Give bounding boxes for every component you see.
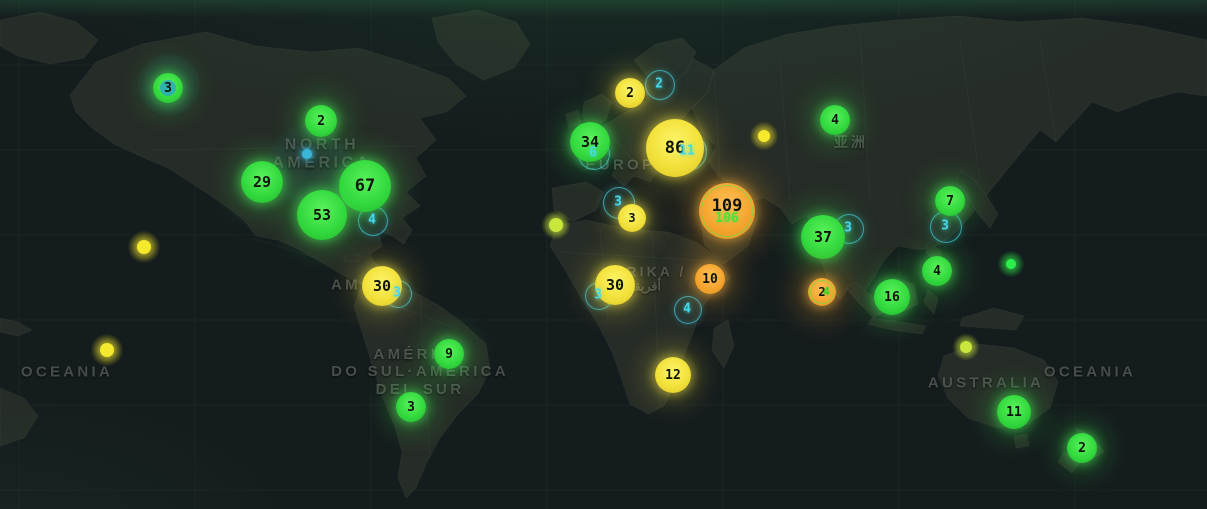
scan-ring-count: 3: [594, 287, 602, 303]
event-dot-core: [758, 130, 770, 142]
attack-count: 3: [407, 399, 415, 415]
attack-count: 30: [372, 276, 392, 295]
event-dot-marker[interactable]: [300, 147, 314, 161]
event-dot-marker[interactable]: [750, 122, 778, 150]
attack-bubble-marker[interactable]: 30: [595, 265, 635, 305]
attack-count: 53: [312, 205, 332, 224]
event-dot-marker[interactable]: [91, 334, 123, 366]
attack-bubble-marker[interactable]: 53: [297, 190, 347, 240]
bubble-inner-dot: [160, 80, 176, 96]
region-label-text: 亚洲: [833, 133, 869, 150]
attack-bubble-marker[interactable]: 10: [695, 264, 725, 294]
attack-bubble-marker[interactable]: 2: [305, 105, 337, 137]
attack-count: 16: [884, 289, 900, 305]
attack-count: 2: [626, 85, 634, 101]
attack-count: 11: [1006, 404, 1022, 420]
attack-count: 9: [445, 346, 453, 362]
attack-bubble-marker[interactable]: 4: [820, 105, 850, 135]
attack-bubble-marker[interactable]: 30: [362, 266, 402, 306]
attack-bubble-marker[interactable]: 16: [874, 279, 910, 315]
scan-ring-count: 4: [368, 212, 376, 228]
event-dot-core: [549, 218, 563, 232]
event-dot-core: [302, 149, 312, 159]
attack-bubble-marker[interactable]: 2: [615, 78, 645, 108]
event-dot-marker[interactable]: [128, 231, 160, 263]
attack-count: 30: [605, 275, 625, 294]
attack-count-secondary: 106: [715, 210, 739, 226]
region-label-text: DO SUL·AMERICA: [331, 363, 509, 381]
region-label-text: NORTH: [284, 136, 360, 154]
scan-ring-count: 3: [844, 220, 852, 236]
attack-count: 2: [1078, 440, 1086, 456]
attack-bubble-marker[interactable]: 2: [1067, 433, 1097, 463]
attack-count: 29: [252, 172, 272, 191]
event-dot-marker[interactable]: [998, 251, 1024, 277]
scan-ring-count: 2: [655, 76, 663, 92]
event-dot-marker[interactable]: [542, 211, 570, 239]
event-dot-marker[interactable]: [953, 334, 979, 360]
scan-ring-count: 3: [614, 194, 622, 210]
region-label-oceania-right: OCEANIA: [1044, 363, 1136, 380]
region-label-text: OCEANIA: [20, 363, 114, 381]
attack-bubble-marker[interactable]: 4: [922, 256, 952, 286]
attack-bubble-marker[interactable]: 29: [241, 161, 283, 203]
attack-bubble-marker[interactable]: 7: [935, 186, 965, 216]
attack-count: 34: [580, 132, 600, 151]
scan-ring-count: 11: [679, 143, 695, 159]
region-label-text: AM: [331, 276, 361, 294]
scan-ring-count: 6: [589, 145, 597, 161]
attack-bubble-marker[interactable]: 34: [570, 122, 610, 162]
region-label-text: OCEANIA: [1043, 363, 1137, 381]
attack-bubble-marker[interactable]: 9: [434, 339, 464, 369]
attack-count: 109: [711, 195, 743, 216]
attack-bubble-marker[interactable]: 3: [153, 73, 183, 103]
region-label-text: DEL SUR: [375, 380, 465, 398]
region-label-asia-cn: 亚洲: [834, 134, 868, 150]
attack-count: 2: [818, 285, 826, 299]
attack-count: 12: [665, 367, 681, 383]
attack-count: 4: [933, 263, 941, 279]
event-dot-core: [1006, 259, 1016, 269]
event-dot-core: [100, 343, 114, 357]
attack-count: 3: [164, 80, 172, 96]
region-label-text: AUSTRALIA: [927, 374, 1045, 392]
region-label-text: أفريقيا: [627, 279, 661, 294]
event-dot-core: [137, 240, 151, 254]
scan-ring-marker[interactable]: [645, 70, 675, 100]
attack-bubble-marker[interactable]: 11: [997, 395, 1031, 429]
attack-bubble-marker[interactable]: 67: [339, 160, 391, 212]
region-label-north-america: NORTH AMERICA: [272, 137, 371, 174]
attack-bubble-marker[interactable]: 37: [801, 215, 845, 259]
region-label-australia: AUSTRALIA: [928, 374, 1044, 391]
attack-count: 2: [317, 113, 325, 129]
region-label-america-partial: AM: [331, 276, 361, 293]
attack-bubble-marker[interactable]: 12: [655, 357, 691, 393]
attack-count: 4: [831, 112, 839, 128]
attack-bubble-marker[interactable]: 86: [646, 119, 704, 177]
region-label-oceania-left: OCEANIA: [21, 363, 113, 380]
attack-bubble-marker[interactable]: 3: [618, 204, 646, 232]
scan-ring-count: 3: [941, 218, 949, 234]
attack-count: 37: [813, 227, 833, 246]
attack-bubble-marker[interactable]: 3: [396, 392, 426, 422]
scan-ring-count: 4: [683, 301, 691, 317]
attack-count: 67: [354, 175, 376, 196]
region-label-text: AMERICA: [272, 155, 372, 172]
attack-count: 3: [628, 211, 636, 225]
event-dot-core: [960, 341, 972, 353]
attack-count: 86: [664, 137, 686, 158]
attack-count-overlay: 4: [823, 285, 830, 299]
attack-count: 10: [702, 271, 718, 287]
scan-ring-marker[interactable]: [674, 296, 702, 324]
scan-ring-count: 3: [393, 285, 401, 301]
attack-count: 7: [946, 193, 954, 209]
